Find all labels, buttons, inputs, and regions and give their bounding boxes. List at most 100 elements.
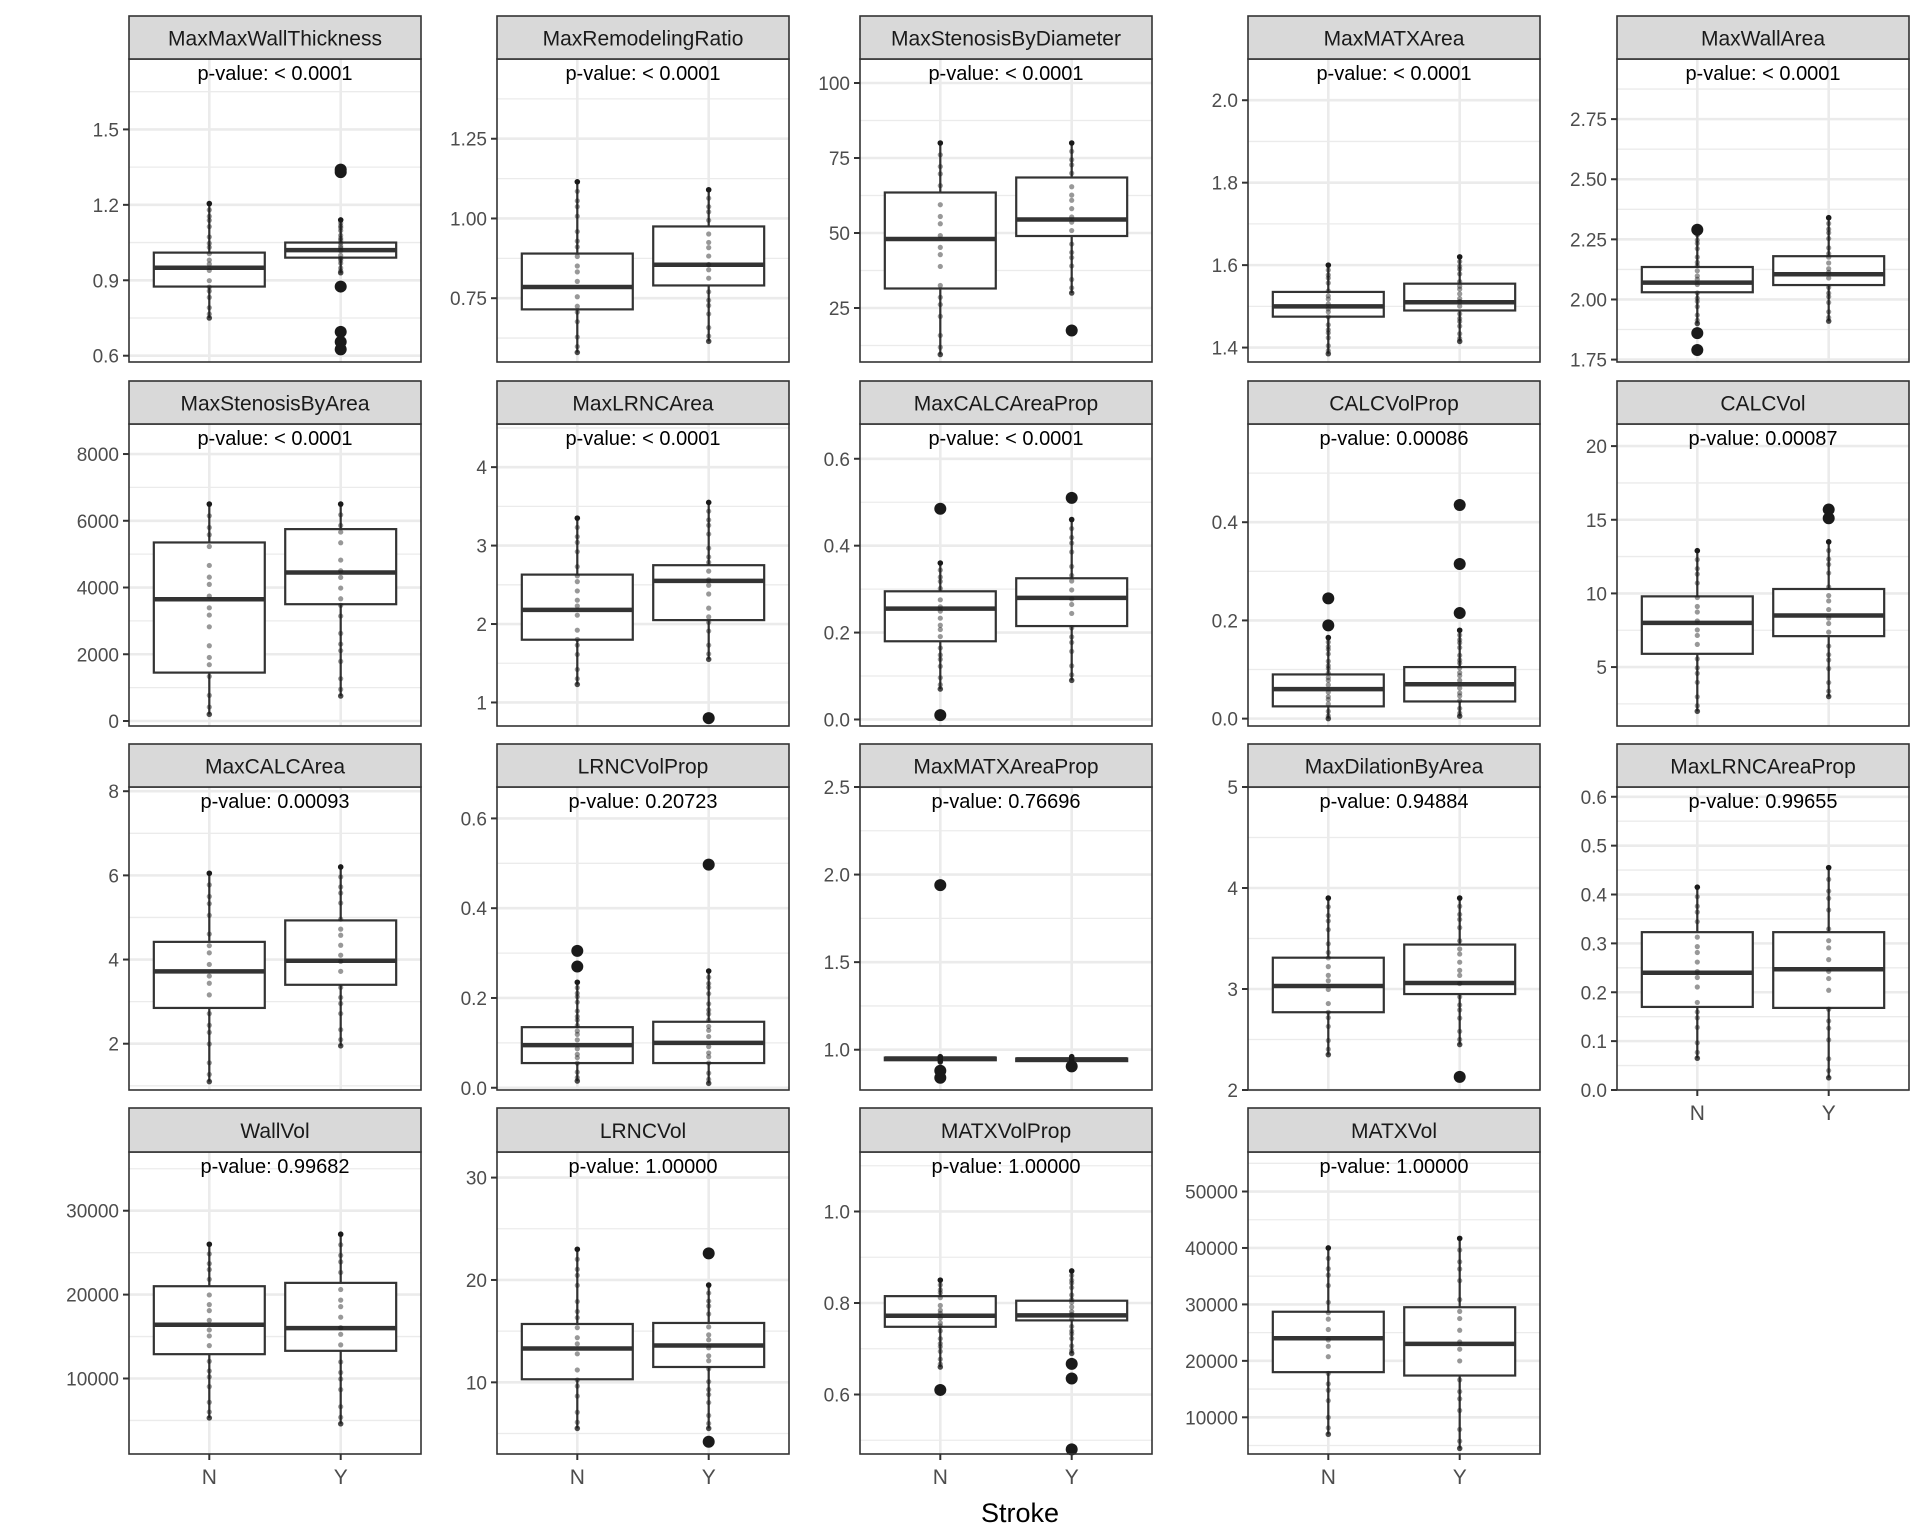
data-point [1694, 295, 1700, 301]
data-point [574, 534, 580, 540]
data-point [1069, 1284, 1075, 1291]
data-point [338, 1304, 344, 1310]
data-point [1069, 1280, 1075, 1286]
data-point [1826, 629, 1832, 635]
y-tick-label: 0.6 [824, 450, 850, 471]
data-point [1069, 596, 1075, 602]
data-point [206, 1333, 212, 1339]
box-iqr [652, 564, 766, 622]
facet-title: CALCVolProp [1329, 393, 1459, 416]
data-point [1325, 964, 1331, 970]
y-tick-label: 10 [466, 1373, 487, 1394]
box-Y [652, 499, 766, 725]
box-N [152, 1241, 266, 1421]
data-point [1325, 1255, 1331, 1261]
data-point [1456, 254, 1463, 260]
box-N [520, 944, 634, 1084]
data-point [1826, 294, 1832, 300]
data-point [1325, 288, 1331, 294]
box-N [1271, 592, 1385, 722]
data-point [937, 1356, 943, 1362]
box-N [520, 178, 634, 356]
data-point [1069, 241, 1075, 247]
data-point [1457, 677, 1463, 683]
data-point [937, 252, 943, 258]
data-point [937, 263, 943, 270]
data-point [1457, 1278, 1463, 1284]
data-point [574, 343, 580, 350]
data-point [1457, 315, 1463, 322]
data-point [706, 1050, 712, 1056]
data-point [1325, 301, 1331, 307]
data-point [937, 1277, 944, 1283]
data-point [338, 890, 344, 896]
data-point [338, 225, 344, 231]
data-point [1826, 593, 1832, 599]
data-point [1325, 634, 1332, 641]
data-point [1694, 903, 1700, 909]
data-point [1694, 240, 1700, 247]
data-point [574, 979, 581, 986]
y-tick-label: 0.6 [93, 347, 119, 368]
box-Y [1403, 1235, 1517, 1452]
data-point [1069, 634, 1075, 640]
data-point [1457, 1358, 1463, 1364]
data-point [1325, 322, 1331, 328]
data-point [337, 1043, 344, 1049]
data-point [206, 288, 212, 294]
data-point [338, 585, 344, 591]
data-point [206, 1261, 212, 1267]
outlier-point [1822, 503, 1835, 516]
data-point [206, 673, 212, 680]
data-point [574, 573, 580, 579]
facet-title: MaxStenosisByArea [180, 393, 369, 416]
data-point [574, 278, 580, 284]
box-Y [284, 864, 398, 1049]
box-N [520, 1246, 634, 1432]
data-point [1826, 657, 1832, 663]
data-point [1457, 1028, 1463, 1034]
y-tick-label: 100 [818, 74, 850, 95]
y-tick-label: 6 [108, 866, 119, 887]
data-point [338, 676, 344, 682]
box-Y [284, 1231, 398, 1427]
data-point [1826, 945, 1832, 951]
data-point [574, 1266, 580, 1272]
box-iqr [1015, 577, 1129, 628]
y-tick-label: 0.9 [93, 271, 119, 292]
data-point [1826, 907, 1832, 913]
data-point [338, 968, 344, 974]
box-iqr [1015, 176, 1129, 238]
data-point [937, 1287, 943, 1293]
data-point [937, 578, 943, 585]
p-value-annotation: p-value: < 0.0001 [197, 428, 352, 450]
data-point [338, 984, 344, 991]
data-point [706, 289, 712, 295]
data-point [937, 652, 943, 658]
data-point [1457, 652, 1463, 658]
data-point [1826, 1006, 1832, 1012]
data-point [937, 608, 943, 614]
data-point [1826, 679, 1832, 686]
data-point [1694, 268, 1700, 274]
data-point [1826, 254, 1832, 260]
y-tick-label: 20000 [66, 1286, 119, 1307]
box-iqr [152, 940, 266, 1010]
data-point [1069, 625, 1075, 631]
data-point [937, 232, 943, 239]
data-point [705, 1080, 712, 1087]
data-point [1325, 1381, 1331, 1387]
data-point [1069, 148, 1075, 154]
data-point [1457, 1247, 1463, 1253]
outlier-point [334, 343, 347, 356]
data-point [338, 648, 344, 654]
facet-title: WallVol [240, 1120, 309, 1143]
data-point [1325, 895, 1332, 901]
data-point [706, 311, 712, 317]
data-point [706, 1387, 712, 1393]
y-tick-label: 0.6 [461, 809, 487, 830]
data-point [1694, 670, 1700, 676]
y-tick-label: 1.75 [1570, 351, 1607, 372]
data-point [206, 1399, 212, 1405]
data-point [1457, 925, 1463, 931]
